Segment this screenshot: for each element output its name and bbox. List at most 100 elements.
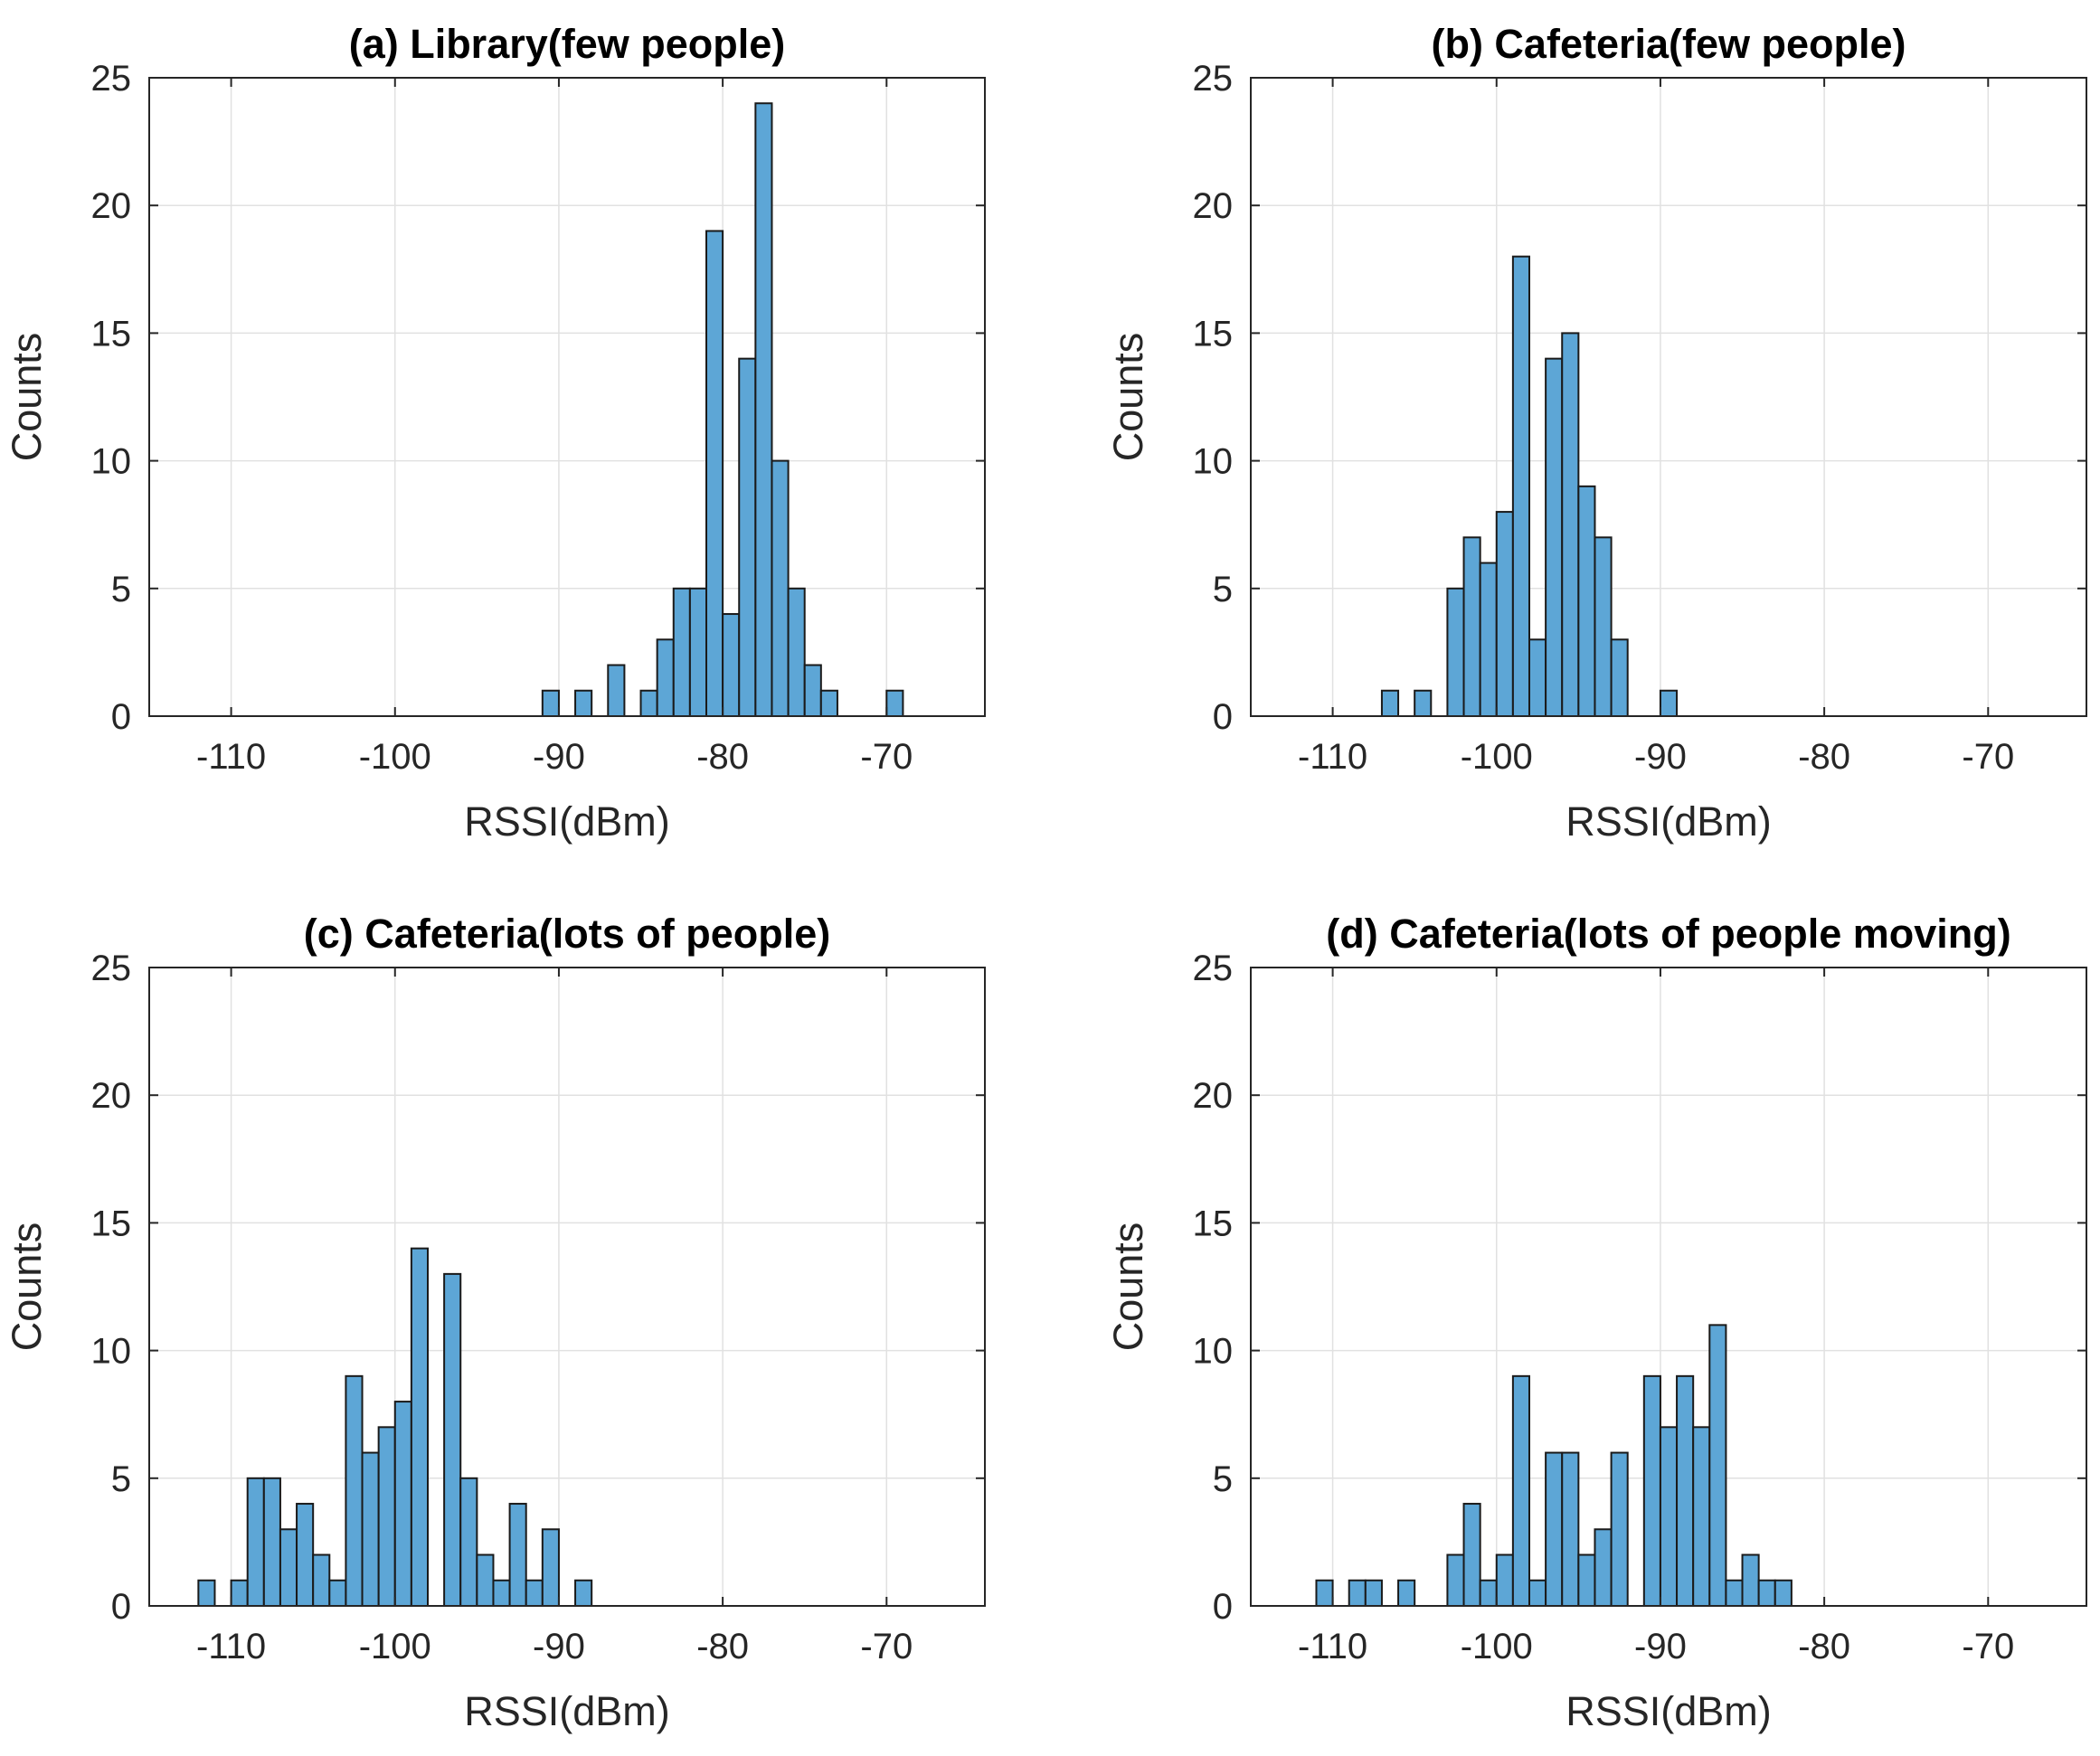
histogram-bar [508, 1503, 527, 1608]
histogram-bar [492, 1579, 511, 1608]
histogram-bar [541, 1528, 560, 1608]
y-tick-label: 5 [1213, 570, 1233, 609]
y-tick-label: 0 [111, 1587, 131, 1627]
chart-panel-c: -110 -100 -90 -80 -70 0 5 10 15 20 25 (c) Cafeteria… [4, 911, 986, 1734]
y-tick-label: 15 [1193, 314, 1234, 354]
histogram-bar [1348, 1579, 1367, 1608]
histogram-bar [345, 1374, 364, 1607]
chart-panel-a: -110 -100 -90 -80 -70 0 5 10 15 20 25 (a) Library(f… [4, 21, 986, 845]
histogram-bar [754, 102, 773, 718]
chart-title: (c) Cafeteria(lots of people) [304, 911, 831, 957]
histogram-bar [1659, 689, 1679, 718]
y-tick-label: 25 [1193, 59, 1234, 99]
histogram-bar [1315, 1579, 1334, 1608]
histogram-bar [1725, 1579, 1744, 1608]
histogram-bar [1462, 1503, 1481, 1608]
chart-panel-b: -110 -100 -90 -80 -70 0 5 10 15 20 25 (b) Cafeteria… [1105, 21, 2087, 845]
y-tick-label: 20 [1193, 186, 1234, 226]
x-tick-label: -110 [196, 1627, 266, 1666]
axes-box [1250, 967, 2087, 1607]
histogram-bar [1446, 1553, 1465, 1608]
y-axis-label: Counts [4, 333, 50, 462]
histogram-bar [197, 1579, 216, 1608]
histogram-bar [1774, 1579, 1793, 1608]
histogram-bar [1495, 511, 1514, 718]
histogram-bar [1414, 689, 1433, 718]
histogram-bar [459, 1477, 478, 1608]
chart-title: (d) Cafeteria(lots of people moving) [1326, 911, 2011, 957]
plot-area [1251, 78, 2086, 716]
x-tick-label: -70 [860, 1627, 913, 1666]
histogram-bar [1528, 1579, 1547, 1608]
y-tick-label: 10 [1193, 1332, 1234, 1372]
x-axis-label: RSSI(dBm) [1566, 1688, 1772, 1734]
y-tick-label: 10 [91, 442, 132, 482]
histogram-bar [672, 587, 691, 717]
histogram-bar [1545, 357, 1564, 717]
plot-area [149, 968, 985, 1606]
histogram-bar [328, 1579, 347, 1608]
histogram-bar [1561, 332, 1580, 717]
x-tick-label: -110 [1298, 1627, 1367, 1666]
histogram-bar [410, 1247, 430, 1607]
y-tick-label: 25 [1193, 949, 1234, 988]
x-tick-label: -100 [1461, 737, 1533, 777]
x-axis-label: RSSI(dBm) [464, 1688, 670, 1734]
histogram-bar [262, 1477, 281, 1608]
axes-box [148, 77, 986, 717]
histogram-bar [574, 1579, 593, 1608]
histogram-bar [1479, 1579, 1498, 1608]
histogram-bar [803, 664, 822, 718]
x-tick-label: -80 [1798, 737, 1850, 777]
y-tick-label: 15 [1193, 1204, 1234, 1243]
histogram-bar [312, 1553, 331, 1608]
histogram-bar [1676, 1374, 1695, 1607]
histogram-bar [1511, 1374, 1530, 1607]
y-tick-label: 0 [1213, 1587, 1233, 1627]
x-tick-label: -90 [1634, 1627, 1687, 1666]
histogram-bar [1610, 1451, 1629, 1608]
histogram-bar [1528, 638, 1547, 718]
histogram-bar [639, 689, 658, 718]
histogram-bar [377, 1426, 396, 1607]
x-tick-label: -80 [1798, 1627, 1850, 1666]
y-tick-label: 0 [111, 697, 131, 737]
histogram-bar [656, 638, 675, 718]
y-tick-label: 10 [91, 1332, 132, 1372]
x-tick-label: -90 [533, 1627, 585, 1666]
histogram-bar [771, 459, 790, 717]
histogram-bar [738, 357, 757, 717]
chart-panel-d: -110 -100 -90 -80 -70 0 5 10 15 20 25 (d) Cafeteria… [1105, 911, 2087, 1734]
histogram-bar [1642, 1374, 1661, 1607]
y-tick-label: 20 [1193, 1076, 1234, 1116]
x-axis-label: RSSI(dBm) [1566, 798, 1772, 845]
y-tick-label: 20 [91, 186, 132, 226]
x-tick-label: -110 [1298, 737, 1367, 777]
histogram-bar [885, 689, 904, 718]
x-tick-label: -90 [1634, 737, 1687, 777]
histogram-bar [722, 613, 741, 717]
x-tick-label: -70 [860, 737, 913, 777]
histogram-bar [1511, 255, 1530, 717]
y-tick-label: 5 [111, 570, 131, 609]
histogram-bar [1692, 1426, 1711, 1607]
axes-box [1250, 77, 2087, 717]
y-tick-label: 20 [91, 1076, 132, 1116]
y-tick-label: 5 [1213, 1459, 1233, 1499]
x-tick-label: -90 [533, 737, 585, 777]
y-axis-label: Counts [4, 1223, 50, 1352]
y-tick-label: 25 [91, 949, 132, 988]
x-tick-label: -70 [1962, 737, 2014, 777]
x-tick-label: -80 [696, 1627, 749, 1666]
histogram-bar [607, 664, 626, 718]
histogram-bar [1741, 1553, 1760, 1608]
histogram-bar [1708, 1324, 1727, 1607]
x-tick-label: -80 [696, 737, 749, 777]
y-axis-label: Counts [1105, 333, 1151, 462]
histogram-bar [541, 689, 560, 718]
histogram-bar [296, 1503, 315, 1608]
x-axis-label: RSSI(dBm) [464, 798, 670, 845]
histogram-bar [819, 689, 838, 718]
chart-title: (a) Library(few people) [349, 21, 786, 67]
histogram-bar [1446, 587, 1465, 717]
